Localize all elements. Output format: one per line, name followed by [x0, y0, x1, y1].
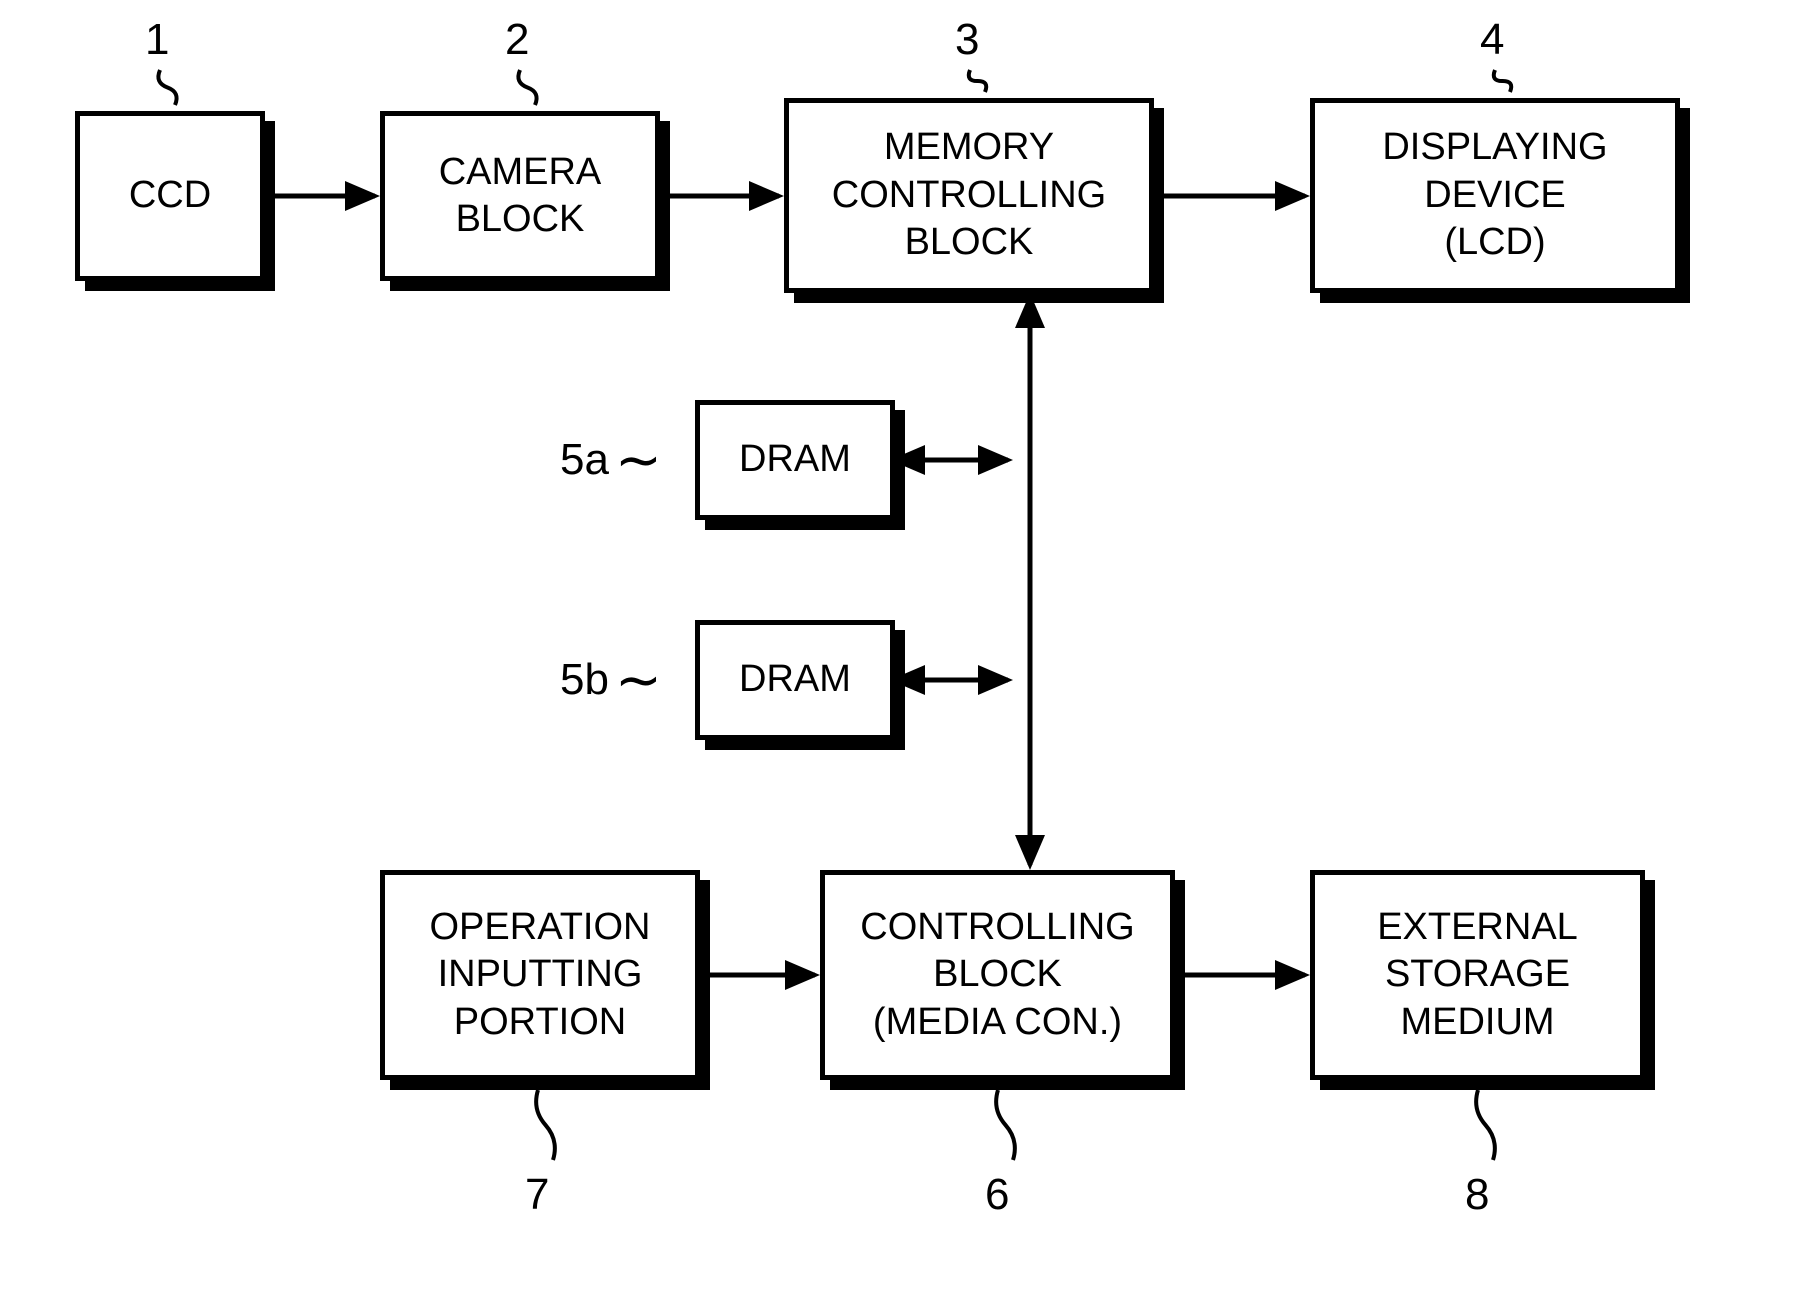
- node-ccd: CCD: [75, 111, 265, 281]
- ref-label-ctrlblock: 6: [985, 1170, 1009, 1220]
- lead-line: [518, 70, 536, 105]
- ref-label-extstorage: 8: [1465, 1170, 1489, 1220]
- node-dram_a: DRAM: [695, 400, 895, 520]
- node-display: DISPLAYING DEVICE (LCD): [1310, 98, 1680, 293]
- lead-line: [536, 1090, 555, 1160]
- lead-tilde: ∼: [615, 427, 662, 493]
- node-ctrlblock: CONTROLLING BLOCK (MEDIA CON.): [820, 870, 1175, 1080]
- lead-line: [969, 70, 986, 92]
- lead-line: [996, 1090, 1015, 1160]
- ref-label-display: 4: [1480, 15, 1504, 65]
- lead-line: [1494, 70, 1511, 92]
- node-opinput: OPERATION INPUTTING PORTION: [380, 870, 700, 1080]
- node-memctrl: MEMORY CONTROLLING BLOCK: [784, 98, 1154, 293]
- lead-line: [1476, 1090, 1495, 1160]
- ref-label-ccd: 1: [145, 15, 169, 65]
- node-extstorage: EXTERNAL STORAGE MEDIUM: [1310, 870, 1645, 1080]
- ref-label-dram_a: 5a: [560, 435, 609, 485]
- ref-label-camera: 2: [505, 15, 529, 65]
- ref-label-opinput: 7: [525, 1170, 549, 1220]
- lead-tilde: ∼: [615, 647, 662, 713]
- ref-label-memctrl: 3: [955, 15, 979, 65]
- ref-label-dram_b: 5b: [560, 655, 609, 705]
- lead-line: [158, 70, 176, 105]
- node-dram_b: DRAM: [695, 620, 895, 740]
- node-camera: CAMERA BLOCK: [380, 111, 660, 281]
